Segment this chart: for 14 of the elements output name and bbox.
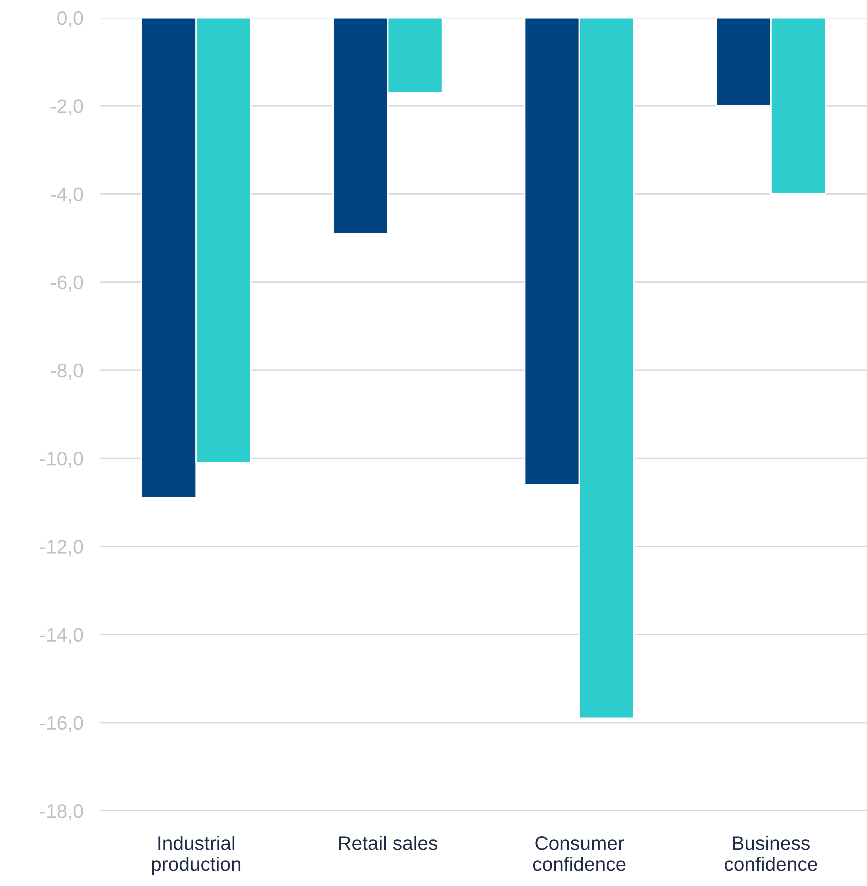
y-tick-label: -10,0 [40, 452, 84, 468]
y-tick-label: 0,0 [58, 11, 84, 28]
x-tick-label: Industrial production [152, 836, 241, 876]
y-tick-label: -18,0 [40, 804, 84, 821]
y-tick-label: -8,0 [51, 364, 84, 380]
y-tick-label: -2,0 [51, 100, 84, 116]
y-tick-label: -16,0 [40, 716, 84, 732]
y-tick-label: -6,0 [51, 276, 84, 292]
x-tick-label: Consumer confidence [533, 836, 626, 872]
x-tick-label: Business confidence [725, 836, 818, 872]
y-tick-label: -14,0 [40, 628, 84, 644]
y-tick-label: -4,0 [51, 188, 84, 204]
y-tick-label: -12,0 [40, 540, 84, 556]
x-tick-label: Retail sales [339, 836, 438, 850]
